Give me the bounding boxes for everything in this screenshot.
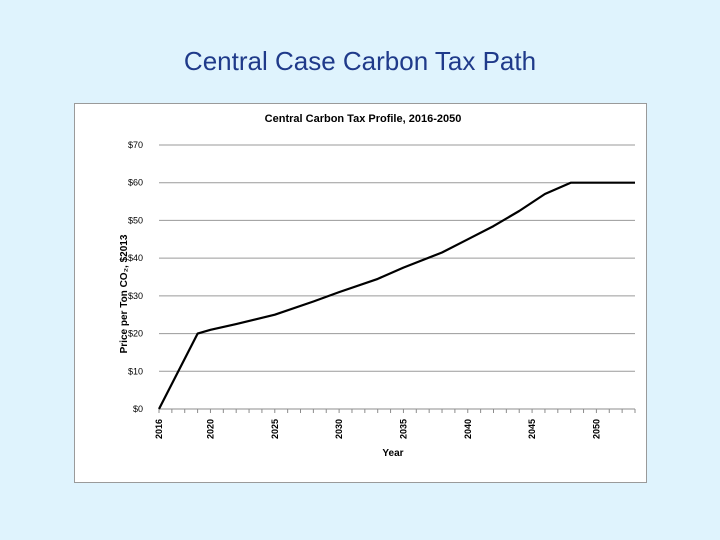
x-tick-label: 2045 [527,419,537,439]
y-axis-label: Price per Ton CO₂, $2013 [119,234,130,353]
chart-frame: Central Carbon Tax Profile, 2016-2050 $0… [74,103,647,483]
y-tick-label: $30 [128,291,143,301]
chart-title: Central Carbon Tax Profile, 2016-2050 [265,113,462,125]
y-tick-label: $10 [128,366,143,376]
y-tick-label: $70 [128,140,143,150]
x-tick-label: 2040 [463,419,473,439]
x-tick-labels: 2016 2020 2025 2030 2035 2040 2045 2050 [154,419,601,439]
slide-title: Central Case Carbon Tax Path [183,46,537,76]
y-tick-labels: $0 $10 $20 $30 $40 $50 $60 $70 [128,140,143,414]
carbon-tax-chart: Central Carbon Tax Profile, 2016-2050 $0… [119,113,636,459]
series-line [158,181,635,410]
x-tick-label: 2050 [591,419,601,439]
y-tick-label: $0 [133,404,143,414]
x-tick-label: 2030 [334,419,344,439]
x-tick-label: 2025 [270,419,280,439]
x-axis-label: Year [382,448,403,459]
x-tick-label: 2035 [398,419,408,439]
grid-lines [159,144,635,410]
x-tick-label: 2020 [205,419,215,439]
x-axis [158,409,636,413]
y-tick-label: $40 [128,253,143,263]
y-tick-label: $20 [128,329,143,339]
y-tick-label: $50 [128,215,143,225]
y-tick-label: $60 [128,178,143,188]
x-tick-label: 2016 [154,419,164,439]
